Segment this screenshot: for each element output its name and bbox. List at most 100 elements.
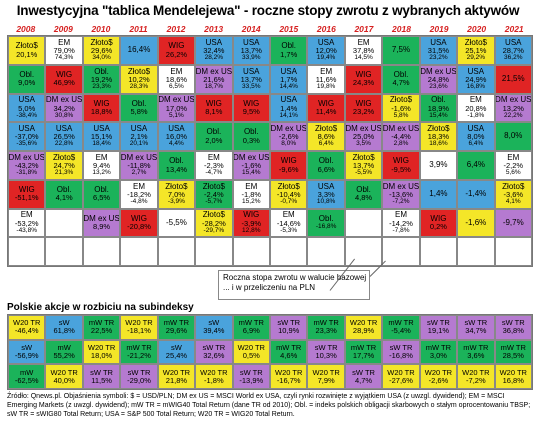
- return-base-currency: -43,2%: [14, 161, 39, 171]
- subindex-return: -27,6%: [389, 375, 413, 385]
- subindex-return: 29,6%: [165, 326, 188, 336]
- cell-2015-rank-5: WIG -9,6%: [269, 151, 308, 180]
- subindex-return: 61,8%: [53, 326, 75, 336]
- return-base-currency: 32,4%: [203, 46, 225, 56]
- cell-2011-rank-4: USA 2,1% 20,1%: [120, 122, 158, 151]
- cell-2012-rank-2: EM 18,6% 6,5%: [157, 64, 196, 94]
- subindex-return: 7,9%: [317, 375, 335, 385]
- cell-2009-rank-3: DM ex US 34,2% 30,8%: [45, 93, 83, 123]
- footer-note: Źródło: Qnews.pl. Objaśnienia symboli: $…: [7, 393, 531, 418]
- return-pln: 10,8%: [316, 197, 336, 205]
- cell-2016-rank-8: [307, 237, 345, 266]
- return-base-currency: 17,0%: [165, 103, 188, 113]
- return-base-currency: 3,9%: [429, 160, 448, 170]
- subindex-name: sW TR: [464, 318, 488, 328]
- cell-2009-rank-4: USA 26,5% 22,8%: [45, 122, 83, 151]
- return-base-currency: -14,6%: [276, 218, 301, 228]
- subindex-return: 10,3%: [315, 350, 337, 360]
- asset-name: Obl.: [356, 184, 371, 194]
- return-pln: -3,9%: [167, 197, 185, 205]
- asset-name: USA: [93, 124, 110, 134]
- asset-name: EM: [469, 95, 482, 105]
- return-base-currency: -14,2%: [389, 218, 413, 228]
- subindex-cell-2009-rank-1: sW 61,8%: [45, 315, 83, 340]
- subindex-return: -46,4%: [14, 326, 39, 336]
- return-pln: 22,8%: [54, 140, 74, 148]
- return-pln: 36,2%: [504, 54, 523, 62]
- cell-2017-rank-6: Obl. 4,8%: [344, 179, 383, 209]
- subindex-name: W20 TR: [200, 367, 228, 377]
- subindex-cell-2008-rank-2: sW -56,9%: [8, 339, 46, 365]
- subindex-return: 17,7%: [352, 350, 375, 360]
- return-pln: 29,2%: [466, 54, 486, 62]
- cell-2008-rank-8: [8, 237, 46, 266]
- return-pln: 28,3%: [129, 82, 149, 90]
- return-base-currency: 20,1%: [16, 49, 38, 59]
- annotation-line-1: Roczna stopa zwrotu w walucie bazowej: [223, 273, 367, 282]
- return-pln: 18,7%: [204, 82, 224, 90]
- return-base-currency: 24,7%: [53, 161, 75, 171]
- cell-2010-rank-1: Złoto$ 29,6% 34,0%: [82, 36, 121, 65]
- asset-name: EM: [58, 37, 71, 47]
- subindex-name: sW TR: [389, 343, 413, 353]
- cell-2021-rank-4: 8,0%: [494, 122, 532, 151]
- return-base-currency: 9,0%: [18, 78, 36, 88]
- cell-2019-rank-7: WIG 0,2%: [419, 208, 458, 238]
- asset-name: Złoto$: [53, 152, 76, 162]
- return-base-currency: 20,8%: [465, 103, 487, 113]
- asset-name: Złoto$: [127, 66, 151, 76]
- return-base-currency: -3,6%: [503, 189, 524, 199]
- return-base-currency: 37,8%: [352, 46, 375, 56]
- asset-name: USA: [280, 66, 297, 76]
- cell-2018-rank-5: WIG -9,5%: [382, 151, 420, 180]
- subindex-return: 6,9%: [242, 326, 260, 336]
- subindex-cell-2014-rank-2: W20 TR 0,5%: [232, 339, 270, 365]
- asset-name: Złoto$: [352, 152, 375, 162]
- subindex-cell-2014-rank-3: sW TR -13,9%: [232, 364, 270, 389]
- return-base-currency: 16,0%: [165, 132, 188, 142]
- subindex-name: W20 TR: [50, 367, 78, 377]
- subindex-return: 18,0%: [90, 350, 113, 360]
- asset-name: EM: [507, 152, 520, 162]
- asset-name: USA: [317, 37, 335, 47]
- asset-name: Obl.: [431, 95, 446, 105]
- return-base-currency: 18,9%: [427, 103, 450, 113]
- subindex-cell-2011-rank-2: mW TR -21,2%: [120, 339, 158, 365]
- return-base-currency: 18,8%: [90, 107, 113, 117]
- subindex-return: -5,4%: [391, 326, 411, 336]
- cell-2012-rank-1: WIG 26,2%: [157, 36, 196, 65]
- return-pln: 15,4%: [429, 111, 448, 119]
- return-pln: 5,6%: [505, 169, 521, 177]
- return-pln: 5,8%: [393, 111, 409, 119]
- subindex-return: 34,7%: [465, 326, 487, 336]
- return-base-currency: 1,7%: [280, 74, 298, 84]
- return-base-currency: -2,2%: [503, 161, 524, 171]
- cell-2017-rank-2: WIG 24,3%: [344, 64, 383, 94]
- cell-2008-rank-5: DM ex US -43,2% -31,8%: [8, 151, 46, 180]
- subindex-cell-2015-rank-2: mW TR 4,6%: [269, 339, 308, 365]
- cell-2010-rank-6: Obl. 6,5%: [82, 179, 121, 209]
- return-base-currency: 9,5%: [242, 107, 260, 117]
- return-base-currency: 18,3%: [427, 132, 450, 142]
- subindex-cell-2019-rank-2: mW TR 3,0%: [419, 339, 458, 365]
- return-pln: -43,8%: [16, 226, 38, 234]
- year-label-2011: 2011: [129, 24, 148, 34]
- annotation-box: Roczna stopa zwrotu w walucie bazowej ..…: [218, 270, 370, 300]
- subindex-return: 0,5%: [242, 350, 260, 360]
- cell-2019-rank-5: 3,9%: [419, 151, 458, 180]
- cell-2008-rank-1: Złoto$ 20,1%: [8, 36, 46, 65]
- return-base-currency: 11,4%: [315, 107, 337, 117]
- asset-name: WIG: [56, 69, 73, 79]
- subindex-name: sW TR: [314, 343, 338, 353]
- cell-2013-rank-3: WIG 8,1%: [195, 93, 233, 123]
- subindex-return: -13,9%: [239, 375, 264, 385]
- asset-name: Obl.: [131, 98, 147, 108]
- chart-title: Inwestycyjna "tablica Mendelejewa" - roc…: [16, 3, 520, 18]
- return-base-currency: -9,5%: [391, 164, 411, 174]
- asset-name: WIG: [430, 213, 447, 223]
- subindex-cell-2021-rank-2: mW TR 28,5%: [494, 339, 532, 365]
- cell-2017-rank-4: DM ex US 25,0% 3,5%: [344, 122, 383, 151]
- asset-name: USA: [467, 66, 485, 76]
- year-label-2008: 2008: [16, 24, 36, 34]
- return-pln: -0,7%: [280, 197, 298, 205]
